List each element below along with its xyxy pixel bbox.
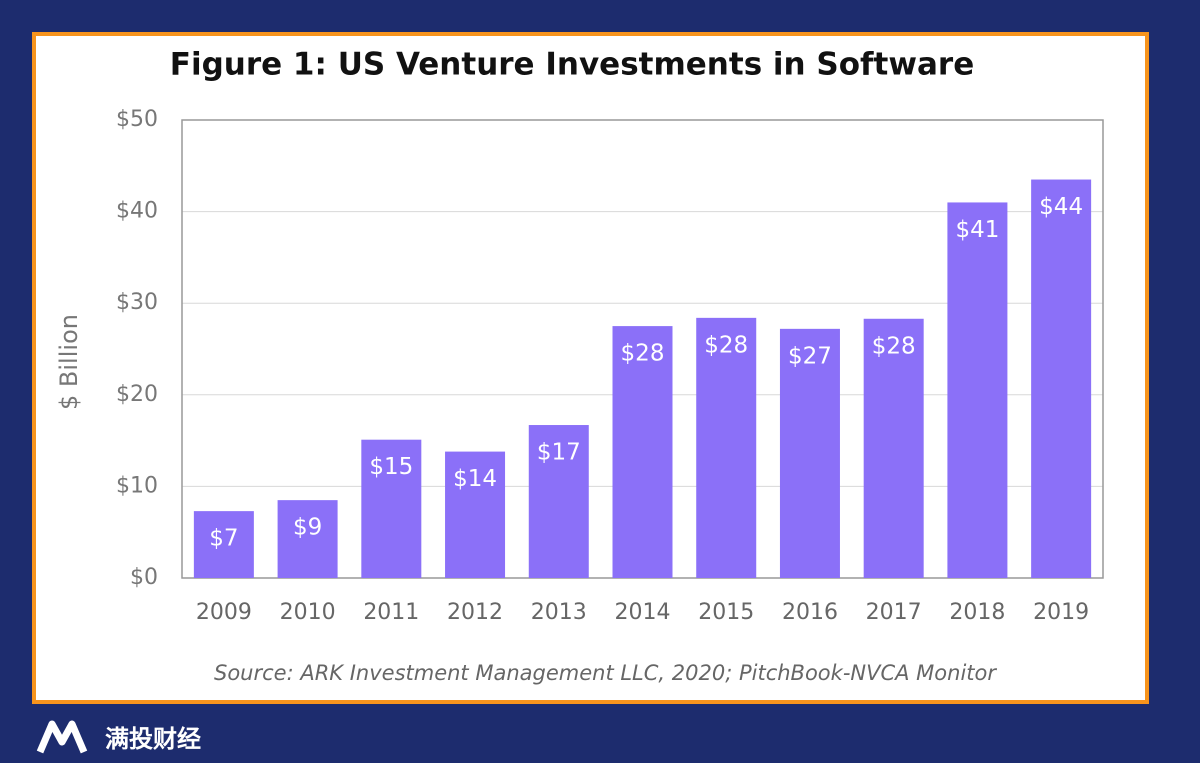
chart-title: Figure 1: US Venture Investments in Soft… [170, 47, 974, 83]
y-tick-label: $10 [116, 473, 158, 498]
bar [193, 511, 254, 578]
bar [277, 500, 338, 578]
x-tick-label: 2014 [615, 600, 671, 625]
logo [36, 720, 88, 754]
data-label: $28 [621, 341, 665, 367]
y-tick-label: $40 [116, 199, 158, 224]
bar [528, 425, 589, 578]
bar [445, 451, 506, 578]
x-tick-label: 2009 [196, 600, 252, 625]
x-tick-label: 2017 [866, 600, 922, 625]
bar [863, 318, 924, 578]
bar [361, 439, 422, 578]
data-label: $9 [293, 515, 322, 541]
y-tick-label: $30 [116, 290, 158, 315]
data-label: $7 [209, 526, 238, 552]
data-label: $17 [537, 440, 581, 466]
x-tick-label: 2012 [447, 600, 503, 625]
data-label: $27 [788, 343, 832, 369]
x-tick-label: 2019 [1033, 600, 1089, 625]
bar [696, 317, 757, 578]
y-tick-label: $0 [130, 565, 158, 590]
bar [1031, 179, 1092, 579]
data-label: $28 [872, 333, 916, 359]
bar [947, 202, 1008, 578]
data-label: $41 [955, 217, 999, 243]
bar [612, 326, 673, 578]
data-label: $28 [704, 332, 748, 358]
x-tick-label: 2015 [698, 600, 754, 625]
x-tick-label: 2018 [949, 600, 1005, 625]
x-tick-label: 2013 [531, 600, 587, 625]
y-tick-label: $20 [116, 382, 158, 407]
data-label: $15 [369, 454, 413, 480]
y-tick-label: $50 [116, 107, 158, 132]
watermark: 满投财经 [105, 725, 201, 753]
data-label: $44 [1039, 194, 1083, 220]
source: Source: ARK Investment Management LLC, 2… [214, 661, 997, 685]
y-axis-label: $ Billion [55, 314, 83, 410]
x-tick-label: 2016 [782, 600, 838, 625]
x-tick-label: 2011 [363, 600, 419, 625]
x-tick-label: 2010 [280, 600, 336, 625]
data-label: $14 [453, 466, 497, 492]
bar [779, 328, 840, 578]
